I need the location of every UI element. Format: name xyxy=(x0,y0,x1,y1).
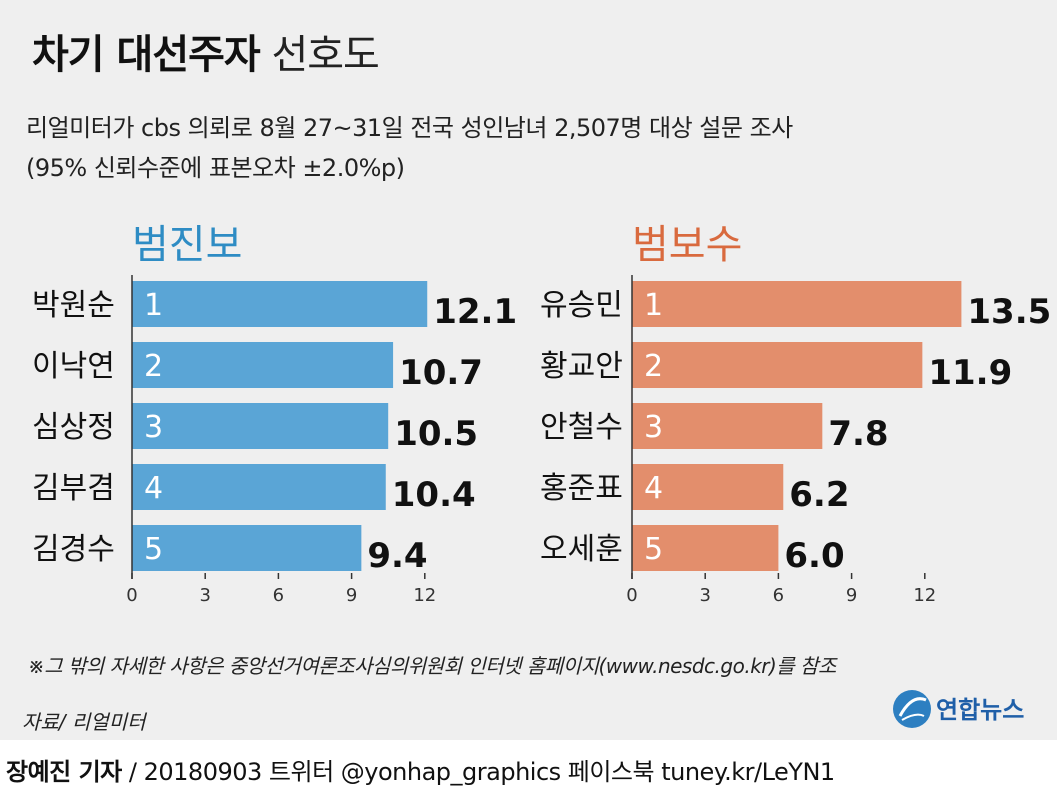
x-tick-label-conservative-9: 9 xyxy=(846,585,857,606)
value-label-conservative-5: 6.0 xyxy=(784,536,844,576)
value-label-conservative-2: 11.9 xyxy=(928,353,1012,393)
candidate-name-conservative-4: 홍준표 xyxy=(540,471,623,506)
bar-charts: 범진보 1 박원순 12.1 2 이낙연 10.7 3 심상정 10.5 4 김부겸 10.4 5 김경수 9… xyxy=(0,0,1057,640)
bar-rank-conservative-3: 3 xyxy=(644,410,663,445)
x-tick-label-progressive-6: 6 xyxy=(273,585,284,606)
value-label-progressive-1: 12.1 xyxy=(433,292,517,332)
candidate-name-progressive-5: 김경수 xyxy=(32,532,115,567)
footer-credit: 장예진 기자 / 20180903 트위터 @yonhap_graphics 페… xyxy=(6,752,835,787)
candidate-name-conservative-5: 오세훈 xyxy=(540,532,623,567)
candidate-name-progressive-2: 이낙연 xyxy=(32,349,115,384)
bar-rank-conservative-1: 1 xyxy=(644,288,663,323)
value-label-progressive-4: 10.4 xyxy=(392,475,476,515)
bar-progressive-4 xyxy=(132,464,386,510)
chart-title-conservative: 범보수 xyxy=(632,222,742,268)
reporter-name: 장예진 기자 xyxy=(6,758,122,786)
bar-rank-progressive-4: 4 xyxy=(144,471,163,506)
candidate-name-conservative-3: 안철수 xyxy=(540,410,623,445)
value-label-conservative-1: 13.5 xyxy=(967,292,1051,332)
bar-progressive-5 xyxy=(132,525,361,571)
value-label-progressive-5: 9.4 xyxy=(367,536,427,576)
x-tick-label-progressive-0: 0 xyxy=(126,585,137,606)
chart-title-progressive: 범진보 xyxy=(132,222,242,268)
bar-progressive-2 xyxy=(132,342,393,388)
footnote: ※그 밖의 자세한 사항은 중앙선거여론조사심의위원회 인터넷 홈페이지(www… xyxy=(28,650,836,679)
bar-rank-progressive-1: 1 xyxy=(144,288,163,323)
bar-conservative-2 xyxy=(632,342,922,388)
bar-progressive-1 xyxy=(132,281,427,327)
source-label: 자료/ 리얼미터 xyxy=(22,706,146,735)
candidate-name-progressive-4: 김부겸 xyxy=(32,471,115,506)
bar-conservative-1 xyxy=(632,281,961,327)
value-label-conservative-4: 6.2 xyxy=(789,475,849,515)
bar-rank-progressive-2: 2 xyxy=(144,349,163,384)
yonhap-logo: 연합뉴스 xyxy=(890,686,1050,732)
value-label-conservative-3: 7.8 xyxy=(828,414,888,454)
candidate-name-conservative-1: 유승민 xyxy=(540,288,623,323)
footer-info: / 20180903 트위터 @yonhap_graphics 페이스북 tun… xyxy=(129,758,835,786)
x-tick-label-progressive-3: 3 xyxy=(199,585,210,606)
bar-rank-progressive-5: 5 xyxy=(144,532,163,567)
value-label-progressive-2: 10.7 xyxy=(399,353,483,393)
value-label-progressive-3: 10.5 xyxy=(394,414,478,454)
bar-rank-conservative-4: 4 xyxy=(644,471,663,506)
x-tick-label-conservative-12: 12 xyxy=(913,585,936,606)
candidate-name-progressive-1: 박원순 xyxy=(32,288,115,323)
x-tick-label-progressive-12: 12 xyxy=(413,585,436,606)
logo-globe-icon xyxy=(893,690,931,728)
candidate-name-conservative-2: 황교안 xyxy=(540,349,623,384)
x-tick-label-conservative-6: 6 xyxy=(773,585,784,606)
bar-rank-progressive-3: 3 xyxy=(144,410,163,445)
candidate-name-progressive-3: 심상정 xyxy=(32,410,115,445)
logo-text: 연합뉴스 xyxy=(936,696,1024,724)
x-tick-label-progressive-9: 9 xyxy=(346,585,357,606)
bar-rank-conservative-2: 2 xyxy=(644,349,663,384)
bar-progressive-3 xyxy=(132,403,388,449)
bar-rank-conservative-5: 5 xyxy=(644,532,663,567)
x-tick-label-conservative-0: 0 xyxy=(626,585,637,606)
x-tick-label-conservative-3: 3 xyxy=(699,585,710,606)
